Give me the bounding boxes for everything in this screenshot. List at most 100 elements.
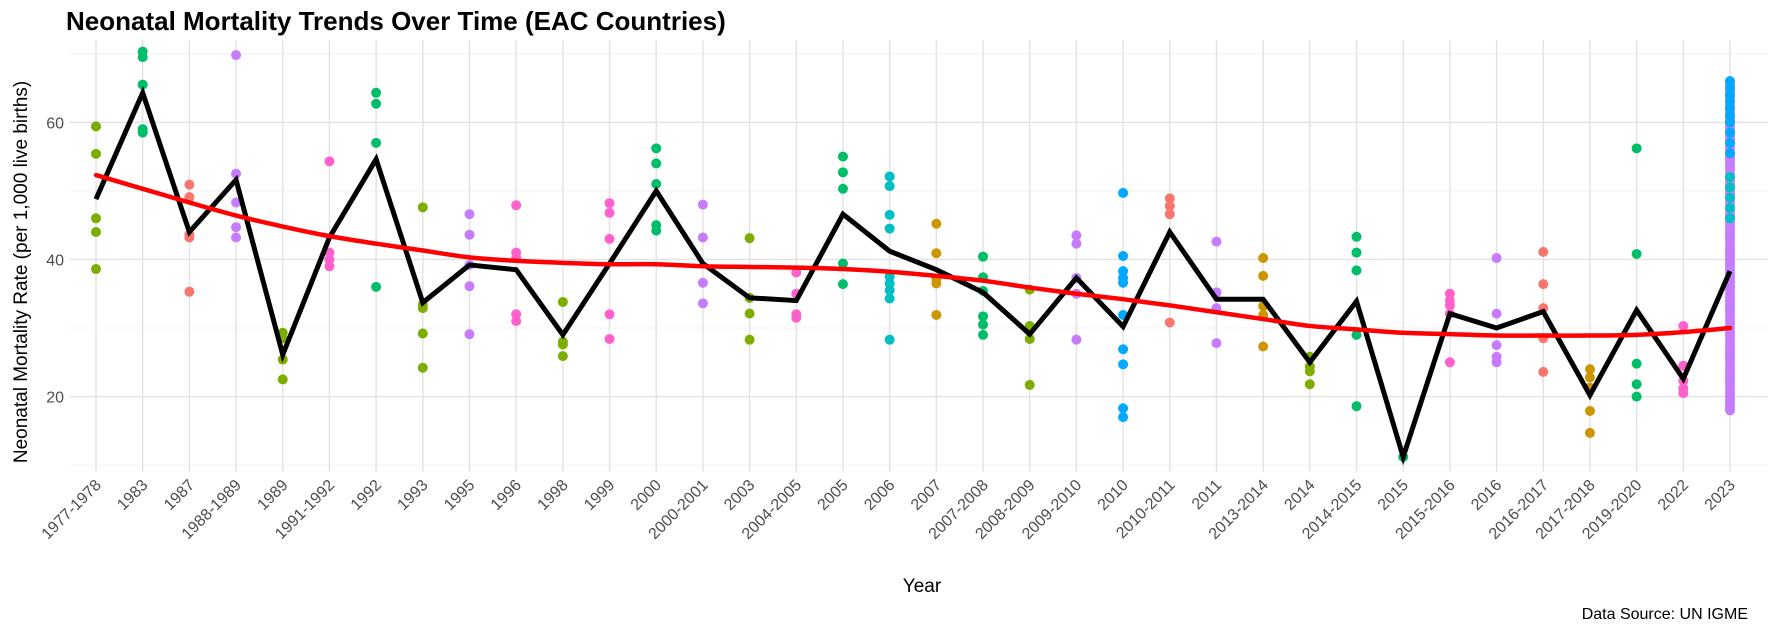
data-point [1725,96,1735,107]
data-point [1584,364,1595,375]
data-point [1538,366,1549,377]
x-tick-label: 2010 [1095,477,1132,514]
data-point [371,87,382,98]
data-point [231,50,242,61]
chart-title: Neonatal Mortality Trends Over Time (EAC… [66,6,726,36]
data-point [884,334,895,345]
data-point [978,329,989,340]
data-point [1444,357,1455,368]
data-point [1584,372,1595,383]
data-point [931,278,942,289]
data-point [884,209,895,220]
data-point [511,316,522,327]
smoothed-trend-line [93,172,1733,338]
data-point [1584,405,1595,416]
data-point [1211,338,1222,349]
data-point [931,218,942,229]
data-point [324,261,335,272]
data-point [1538,279,1549,290]
data-point [1258,270,1269,281]
data-point [464,281,475,292]
data-point [837,167,848,178]
data-point [697,277,708,288]
x-tick-label: 1998 [534,477,571,514]
data-point [417,303,428,314]
data-point [371,281,382,292]
y-tick-label: 40 [46,252,64,269]
y-tick-label: 60 [46,115,64,132]
x-tick-label: 1992 [348,477,385,514]
data-point [1351,265,1362,276]
data-point [1678,388,1689,399]
grid-lines [70,40,1768,472]
data-point [1725,76,1735,87]
x-tick-label: 2000 [628,477,665,514]
data-point [884,293,895,304]
data-point [1725,117,1735,128]
data-point [464,209,475,220]
data-point [1491,357,1502,368]
data-point [791,312,802,323]
scatter-points [91,46,1735,462]
data-point [1211,236,1222,247]
data-point [1491,340,1502,351]
data-point [184,179,195,190]
data-point [697,199,708,210]
data-point [557,351,568,362]
data-point [1631,379,1642,390]
data-point [1631,143,1642,154]
data-point [1258,253,1269,264]
data-point [231,232,242,243]
data-point [651,158,662,169]
data-point [837,151,848,162]
data-point [1725,192,1735,203]
data-point [1164,317,1175,328]
data-point [744,308,755,319]
data-point [884,278,895,289]
data-point [604,198,615,209]
data-point [464,229,475,240]
data-point [1164,193,1175,204]
data-point [1164,200,1175,211]
data-point [91,148,101,159]
data-point [1725,110,1735,121]
data-point [1631,391,1642,402]
x-tick-label: 2022 [1655,477,1692,514]
data-point [978,311,989,322]
data-point [651,225,662,236]
x-tick-label: 1999 [581,477,618,514]
data-point [1351,231,1362,242]
data-point [91,264,101,275]
data-point [137,52,148,63]
data-point [137,127,148,138]
x-tick-label: 1996 [488,477,525,514]
data-point [1351,329,1362,340]
data-point [1024,333,1035,344]
data-point [837,183,848,194]
data-point [1164,209,1175,220]
data-point [277,374,288,385]
data-point [91,121,101,132]
data-point [1024,379,1035,390]
data-point [1118,251,1129,261]
x-tick-label: 2014 [1281,477,1318,514]
data-point [417,202,428,213]
x-tick-label: 2005 [815,477,852,514]
x-axis-title: Year [903,576,942,597]
data-point [1491,253,1502,264]
data-point [1258,341,1269,352]
data-point [557,339,568,350]
data-point [697,298,708,309]
data-point [978,319,989,330]
data-point [604,333,615,344]
x-tick-label: 1987 [161,477,198,514]
x-tick-label: 2006 [861,477,898,514]
data-point [1725,89,1735,100]
data-point [1118,266,1129,277]
data-point [1304,379,1315,390]
y-axis-title: Neonatal Mortality Rate (per 1,000 live … [11,81,32,463]
data-point [1725,137,1735,148]
data-point [604,309,615,320]
data-point [1118,412,1129,423]
